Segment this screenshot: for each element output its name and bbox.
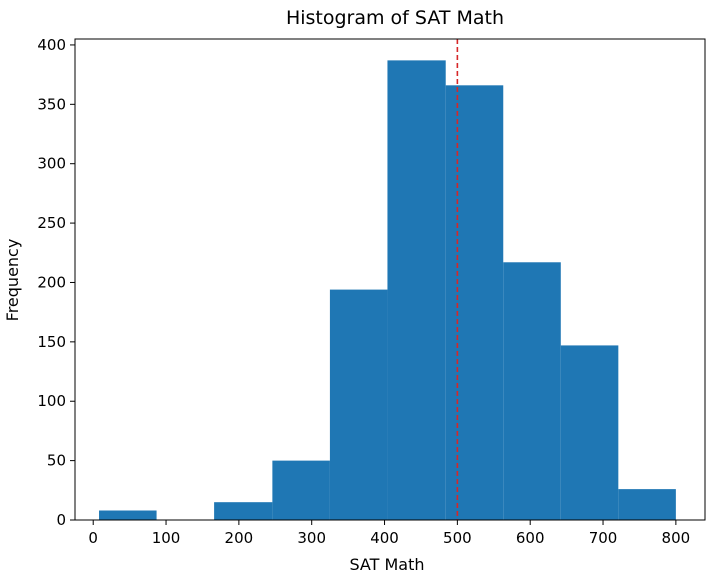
histogram-bar-5 — [387, 60, 446, 520]
chart-title: Histogram of SAT Math — [286, 7, 504, 29]
histogram-bar-7 — [503, 262, 561, 520]
histogram-bar-9 — [618, 489, 676, 520]
y-tick-label: 0 — [56, 511, 66, 529]
y-tick-label: 50 — [47, 452, 66, 470]
y-axis-ticks: 0 50 100 150 200 250 300 350 400 — [37, 36, 75, 529]
x-axis-ticks: 0 100 200 300 400 500 600 700 800 — [88, 520, 690, 547]
y-tick-label: 150 — [37, 333, 66, 351]
x-tick-label: 500 — [443, 529, 472, 547]
histogram-bar-3 — [272, 460, 330, 520]
histogram-bar-2 — [214, 502, 273, 520]
y-tick-label: 200 — [37, 273, 66, 291]
histogram-bar-0 — [99, 510, 157, 520]
y-tick-label: 300 — [37, 155, 66, 173]
x-tick-label: 300 — [297, 529, 326, 547]
x-tick-label: 100 — [152, 529, 181, 547]
y-axis-label: Frequency — [3, 239, 22, 322]
bars-group — [99, 60, 676, 521]
y-tick-label: 250 — [37, 214, 66, 232]
histogram-bar-4 — [329, 289, 388, 520]
x-tick-label: 600 — [516, 529, 545, 547]
x-tick-label: 400 — [370, 529, 399, 547]
x-tick-label: 0 — [88, 529, 98, 547]
x-tick-label: 200 — [225, 529, 254, 547]
x-tick-label: 700 — [589, 529, 618, 547]
y-tick-label: 100 — [37, 392, 66, 410]
histogram-bar-6 — [445, 85, 504, 521]
histogram-bar-8 — [560, 345, 619, 520]
y-tick-label: 400 — [37, 36, 66, 54]
x-axis-label: SAT Math — [349, 555, 424, 574]
x-tick-label: 800 — [662, 529, 691, 547]
plot-frame — [74, 38, 706, 521]
y-tick-label: 350 — [37, 95, 66, 113]
